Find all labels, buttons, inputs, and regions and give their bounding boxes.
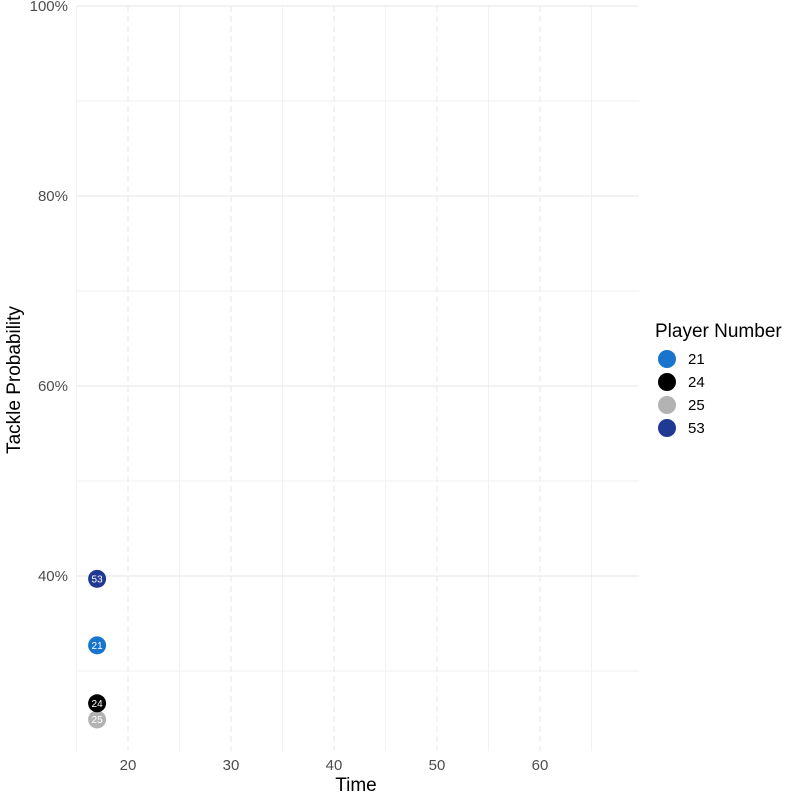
legend-key bbox=[658, 350, 676, 368]
legend-label: 53 bbox=[688, 420, 705, 437]
point-player-25: 25 bbox=[88, 710, 107, 729]
point-player-24: 24 bbox=[88, 694, 107, 713]
point-player-53: 53 bbox=[88, 569, 107, 588]
y-axis-ticks: 40% 60% 80% 100% bbox=[30, 0, 68, 585]
legend-label: 21 bbox=[688, 351, 705, 368]
x-tick-label: 40 bbox=[326, 757, 343, 774]
y-axis-title: Tackle Probability bbox=[4, 306, 25, 454]
point-marker bbox=[88, 694, 107, 713]
legend-key bbox=[658, 373, 676, 391]
legend-label: 24 bbox=[688, 374, 705, 391]
x-axis-title: Time bbox=[335, 775, 377, 796]
point-marker bbox=[88, 636, 107, 655]
legend-label: 25 bbox=[688, 397, 705, 414]
point-label: 53 bbox=[92, 574, 104, 585]
x-tick-label: 50 bbox=[429, 757, 446, 774]
y-tick-label: 80% bbox=[38, 188, 68, 205]
x-tick-label: 20 bbox=[120, 757, 137, 774]
legend-item-21: 21 bbox=[658, 350, 705, 368]
y-tick-label: 60% bbox=[38, 378, 68, 395]
point-label: 24 bbox=[92, 699, 104, 710]
legend: Player Number 21 24 25 53 bbox=[655, 321, 782, 437]
point-label: 25 bbox=[92, 715, 104, 726]
point-label: 21 bbox=[92, 641, 104, 652]
point-player-21: 21 bbox=[88, 636, 107, 655]
legend-item-25: 25 bbox=[658, 396, 705, 414]
legend-item-24: 24 bbox=[658, 373, 705, 391]
legend-key bbox=[658, 419, 676, 437]
legend-title: Player Number bbox=[655, 321, 782, 342]
point-marker bbox=[88, 569, 107, 588]
data-points: 53 21 25 24 bbox=[88, 569, 107, 729]
y-tick-label: 40% bbox=[38, 568, 68, 585]
legend-item-53: 53 bbox=[658, 419, 705, 437]
point-marker bbox=[88, 710, 107, 729]
x-tick-label: 60 bbox=[532, 757, 549, 774]
x-tick-label: 30 bbox=[223, 757, 240, 774]
grid bbox=[76, 5, 639, 751]
legend-key bbox=[658, 396, 676, 414]
y-tick-label: 100% bbox=[30, 0, 68, 15]
x-axis-ticks: 20 30 40 50 60 bbox=[120, 757, 549, 774]
